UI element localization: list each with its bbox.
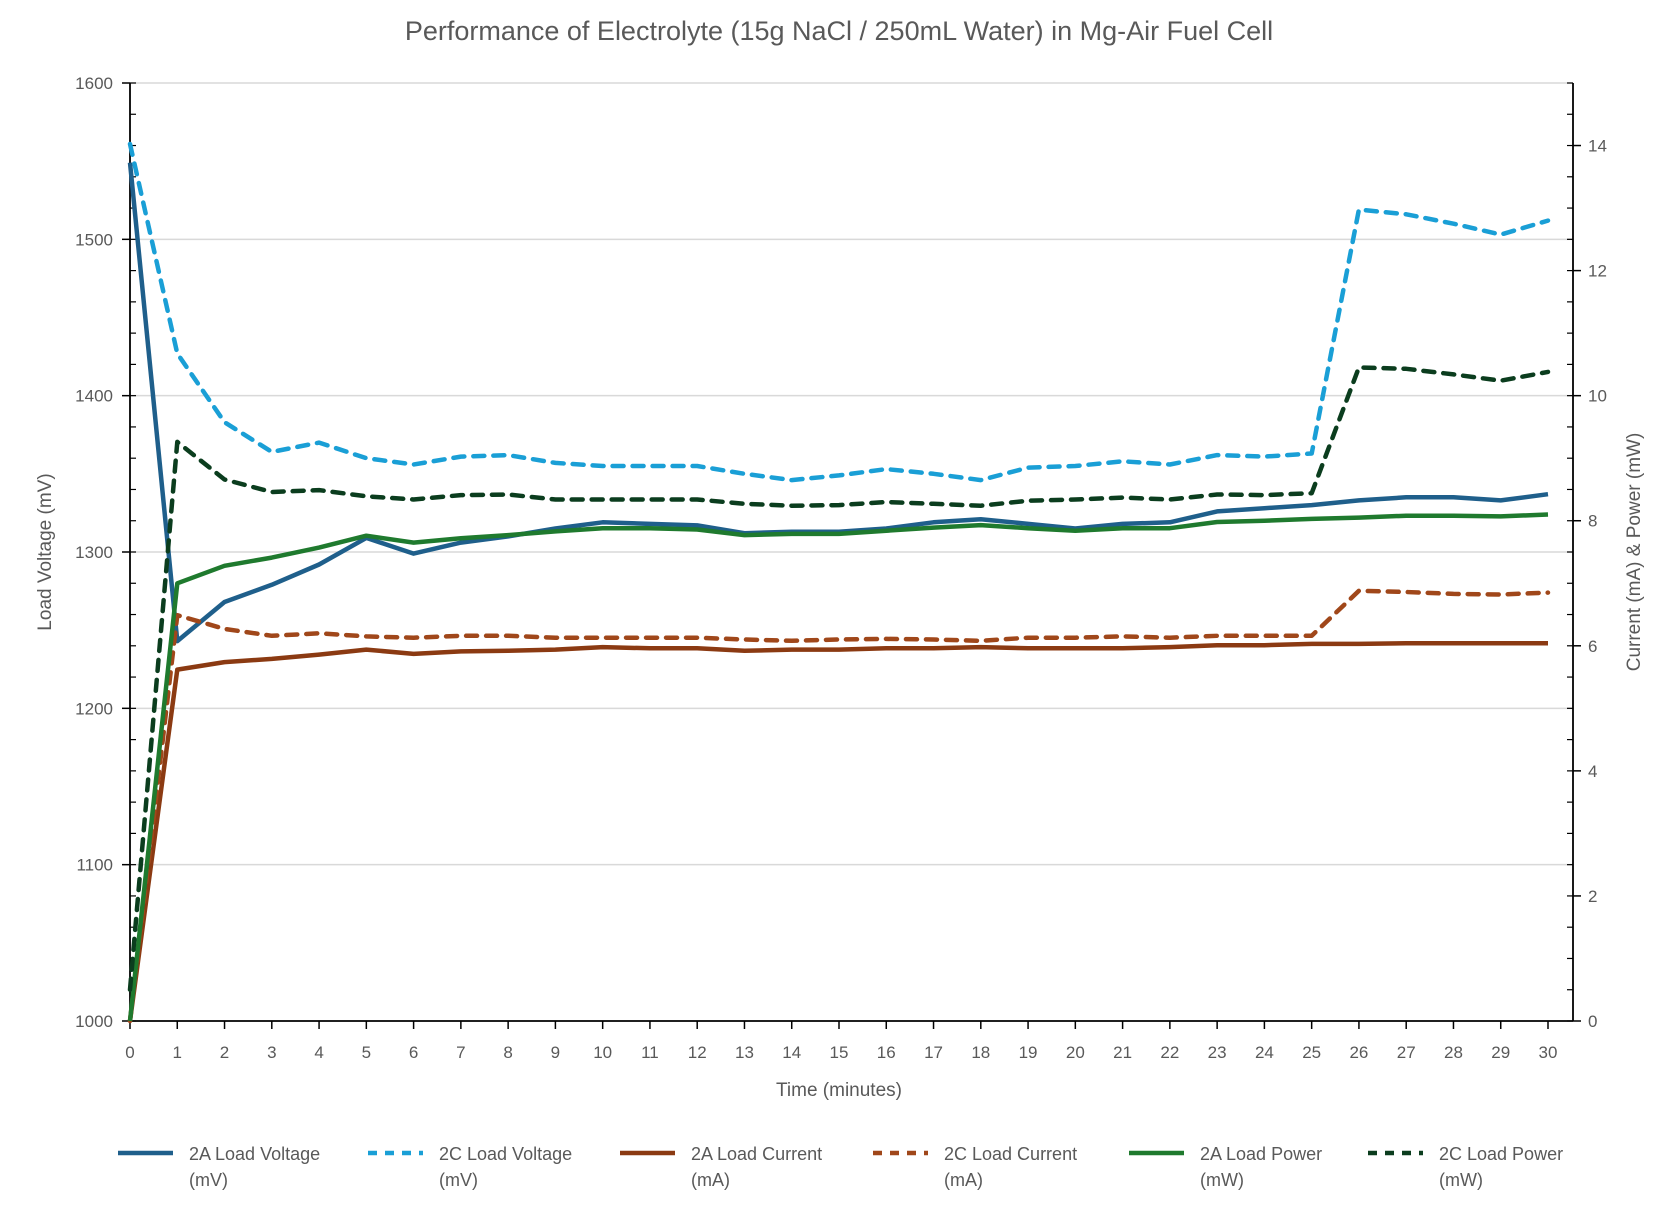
x-tick-label: 25 <box>1302 1043 1321 1062</box>
x-tick-label: 14 <box>782 1043 801 1062</box>
x-tick-label: 2 <box>220 1043 229 1062</box>
x-tick-label: 1 <box>173 1043 182 1062</box>
legend-label-line: (mA) <box>691 1170 730 1190</box>
series-line-2 <box>127 141 1551 483</box>
y2-tick-label: 4 <box>1588 762 1597 781</box>
x-tick-label: 4 <box>314 1043 323 1062</box>
x-tick-label: 7 <box>456 1043 465 1062</box>
x-tick-label: 23 <box>1208 1043 1227 1062</box>
y-tick-label: 1200 <box>75 699 113 718</box>
y2-tick-label: 0 <box>1588 1012 1597 1031</box>
legend-label: 2A Load Power (mW) <box>1200 1144 1322 1190</box>
y2-tick-label: 6 <box>1588 637 1597 656</box>
x-tick-label: 8 <box>503 1043 512 1062</box>
x-axis-title: Time (minutes) <box>776 1080 902 1101</box>
x-tick-label: 26 <box>1349 1043 1368 1062</box>
x-tick-label: 29 <box>1491 1043 1510 1062</box>
x-tick-label: 27 <box>1397 1043 1416 1062</box>
chart-title: Performance of Electrolyte (15g NaCl / 2… <box>405 16 1273 46</box>
series-line-1 <box>127 162 1549 644</box>
y-tick-label: 1600 <box>75 74 113 93</box>
y2-tick-label: 10 <box>1588 387 1607 406</box>
x-tick-label: 6 <box>409 1043 418 1062</box>
series-line-4 <box>127 588 1551 1024</box>
legend-label: 2C Load Voltage (mV) <box>439 1144 572 1190</box>
legend-label-line: (mV) <box>439 1170 478 1190</box>
y2-axis-title: Current (mA) & Power (mW) <box>1624 433 1645 672</box>
x-tick-label: 28 <box>1444 1043 1463 1062</box>
x-tick-label: 17 <box>924 1043 943 1062</box>
x-tick-label: 0 <box>125 1043 134 1062</box>
x-tick-label: 30 <box>1539 1043 1558 1062</box>
x-tick-label: 10 <box>593 1043 612 1062</box>
x-tick-label: 24 <box>1255 1043 1274 1062</box>
y-tick-label: 1500 <box>75 230 113 249</box>
series-line-3 <box>127 641 1548 1022</box>
x-tick-label: 18 <box>971 1043 990 1062</box>
legend-label-line: 2A Load Voltage <box>189 1144 320 1164</box>
legend-label-line: 2A Load Current <box>691 1144 822 1164</box>
x-tick-label: 3 <box>267 1043 276 1062</box>
x-tick-label: 5 <box>362 1043 371 1062</box>
x-tick-label: 16 <box>877 1043 896 1062</box>
y2-tick-label: 14 <box>1588 137 1607 156</box>
legend-label-line: (mW) <box>1439 1170 1483 1190</box>
x-tick-label: 19 <box>1019 1043 1038 1062</box>
y2-tick-label: 12 <box>1588 262 1607 281</box>
legend-label-line: (mA) <box>944 1170 983 1190</box>
x-tick-label: 13 <box>735 1043 754 1062</box>
x-tick-label: 9 <box>551 1043 560 1062</box>
y-tick-label: 1300 <box>75 543 113 562</box>
y2-tick-label: 2 <box>1588 887 1597 906</box>
legend-label: 2C Load Power (mW) <box>1439 1144 1563 1190</box>
y-axis-title: Load Voltage (mV) <box>35 473 56 630</box>
legend-label: 2C Load Current (mA) <box>944 1144 1077 1190</box>
series-line-6 <box>127 365 1551 992</box>
x-tick-label: 22 <box>1160 1043 1179 1062</box>
x-tick-label: 20 <box>1066 1043 1085 1062</box>
legend-label-line: 2C Load Power <box>1439 1144 1563 1164</box>
x-tick-label: 15 <box>830 1043 849 1062</box>
y-tick-label: 1100 <box>76 856 113 875</box>
y-tick-label: 1000 <box>75 1012 113 1031</box>
x-tick-label: 11 <box>641 1043 659 1062</box>
legend-label-line: 2A Load Power <box>1200 1144 1322 1164</box>
legend-label: 2A Load Voltage (mV) <box>189 1144 320 1190</box>
legend-label-line: 2C Load Voltage <box>439 1144 572 1164</box>
legend-label-line: (mV) <box>189 1170 228 1190</box>
y-tick-label: 1400 <box>75 387 113 406</box>
series-line-5 <box>127 512 1549 1022</box>
x-tick-label: 21 <box>1113 1043 1132 1062</box>
y2-tick-label: 8 <box>1588 512 1597 531</box>
legend-label-line: (mW) <box>1200 1170 1244 1190</box>
legend-label-line: 2C Load Current <box>944 1144 1077 1164</box>
x-tick-label: 12 <box>688 1043 707 1062</box>
legend-label: 2A Load Current (mA) <box>691 1144 822 1190</box>
